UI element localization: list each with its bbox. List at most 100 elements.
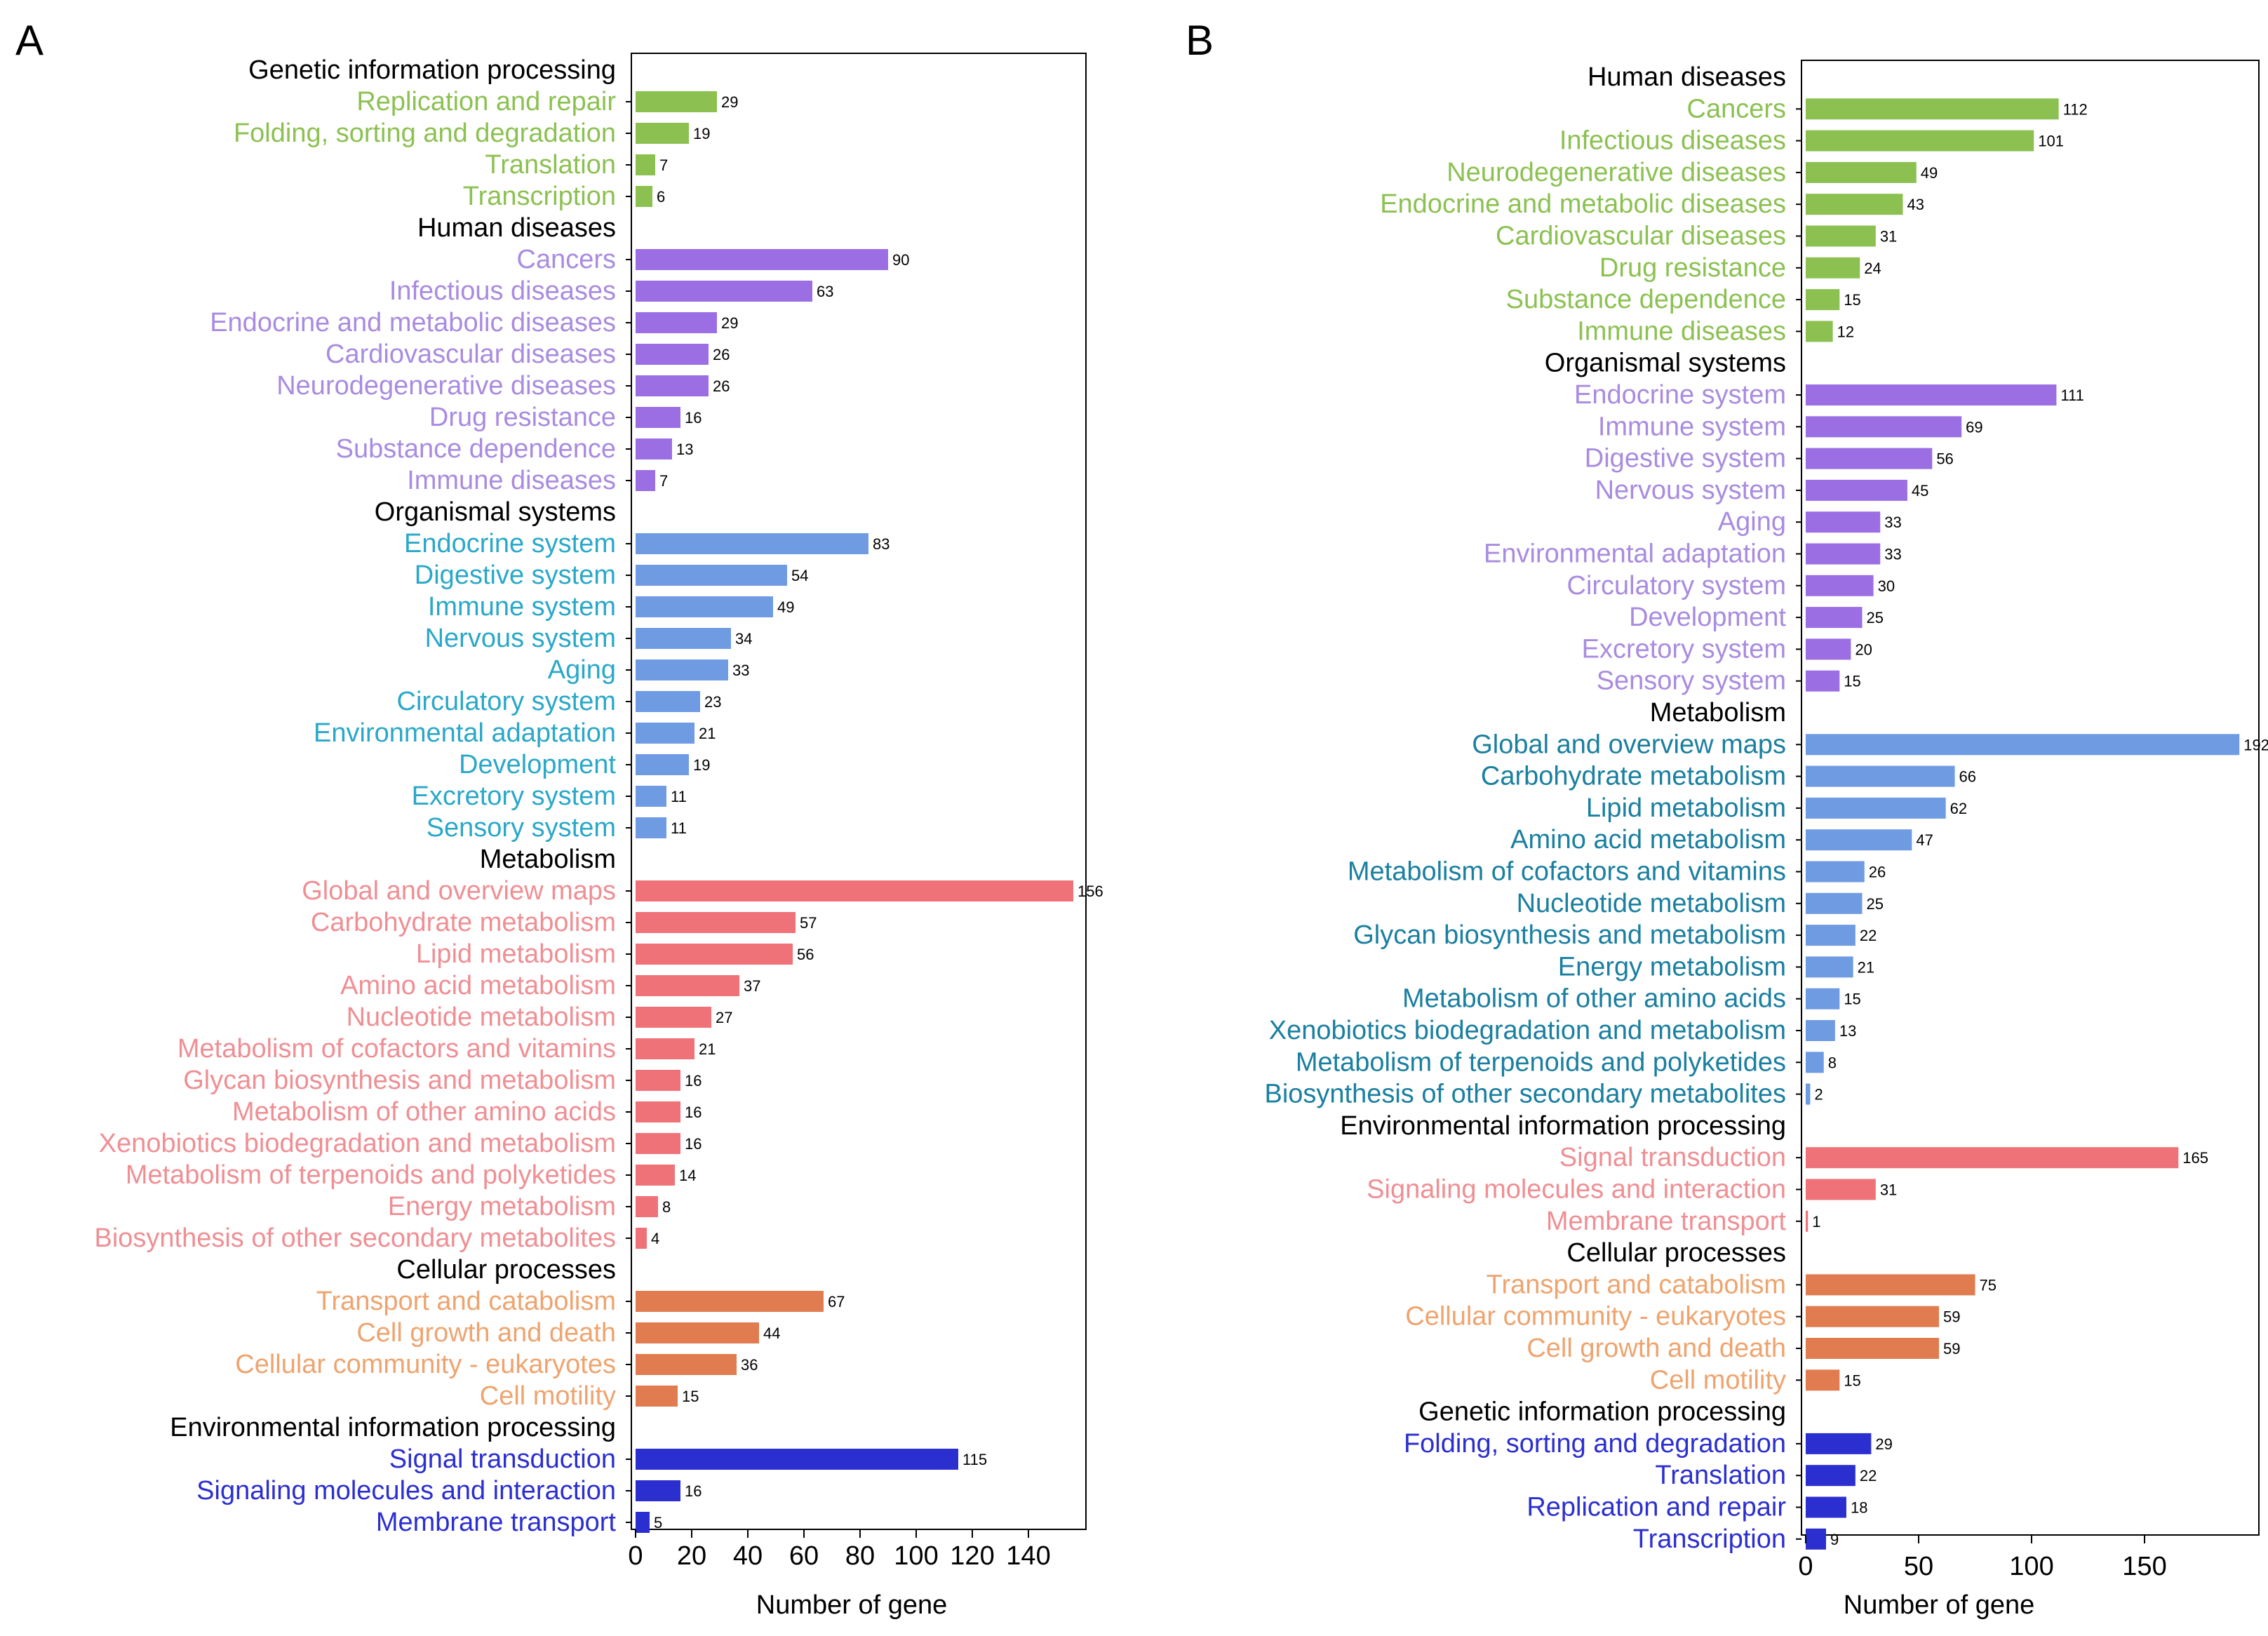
category-label: Aging xyxy=(548,655,616,685)
plot-frame xyxy=(1801,60,2260,1536)
category-label: Cancers xyxy=(1687,94,1787,123)
value-label: 44 xyxy=(763,1325,780,1342)
x-tick-label: 40 xyxy=(733,1541,763,1571)
category-label: Global and overview maps xyxy=(302,876,616,906)
value-label: 15 xyxy=(682,1388,699,1405)
value-label: 47 xyxy=(1916,831,1933,849)
value-label: 8 xyxy=(662,1198,671,1216)
bar xyxy=(636,249,888,270)
value-label: 12 xyxy=(1837,323,1854,340)
category-label: Nervous system xyxy=(1595,476,1786,505)
category-label: Sensory system xyxy=(427,813,616,843)
bar xyxy=(636,1101,680,1122)
group-title: Human diseases xyxy=(1588,62,1786,92)
value-label: 56 xyxy=(797,946,814,963)
bar xyxy=(1806,161,1917,183)
category-label: Drug resistance xyxy=(429,403,616,432)
value-label: 21 xyxy=(699,1040,716,1058)
category-label: Immune system xyxy=(1598,412,1786,441)
category-label: Signaling molecules and interaction xyxy=(196,1476,616,1506)
category-label: Cell motility xyxy=(480,1381,616,1411)
category-label: Replication and repair xyxy=(356,87,616,116)
value-label: 33 xyxy=(732,662,749,679)
bar xyxy=(1806,956,1853,978)
category-label: Signal transduction xyxy=(1559,1143,1786,1172)
value-label: 18 xyxy=(1851,1499,1867,1517)
category-label: Circulatory system xyxy=(397,687,617,716)
group-title: Cellular processes xyxy=(1566,1238,1786,1268)
bar xyxy=(636,817,666,838)
category-label: Infectious diseases xyxy=(1559,126,1786,156)
value-label: 90 xyxy=(892,251,909,269)
bar xyxy=(636,565,787,586)
category-label: Development xyxy=(459,750,616,779)
category-label: Biosynthesis of other secondary metaboli… xyxy=(94,1223,616,1253)
value-label: 20 xyxy=(1855,641,1872,658)
value-label: 66 xyxy=(1959,768,1976,786)
bar xyxy=(636,659,728,680)
bar xyxy=(636,1133,680,1154)
bar xyxy=(1806,829,1912,851)
category-label: Lipid metabolism xyxy=(416,939,616,969)
value-label: 156 xyxy=(1078,883,1103,900)
value-label: 49 xyxy=(777,598,794,616)
category-label: Excretory system xyxy=(412,782,616,811)
value-label: 13 xyxy=(1839,1022,1856,1040)
group-title: Metabolism xyxy=(1650,698,1786,728)
bar xyxy=(636,1228,647,1249)
category-label: Transcription xyxy=(1633,1524,1786,1554)
panel-a: A Genetic information processingReplicati… xyxy=(15,17,1103,1620)
value-label: 15 xyxy=(1844,1372,1860,1389)
bar xyxy=(636,1512,650,1533)
x-tick-label: 80 xyxy=(845,1541,875,1571)
x-tick-label: 100 xyxy=(894,1541,938,1571)
bar xyxy=(1806,765,1955,787)
x-tick-label: 60 xyxy=(789,1541,819,1571)
bar xyxy=(1806,1433,1872,1454)
bar xyxy=(1806,575,1874,596)
category-label: Digestive system xyxy=(415,561,616,590)
bar xyxy=(1806,225,1876,247)
value-label: 21 xyxy=(699,725,716,742)
category-label: Nervous system xyxy=(425,624,616,653)
bar xyxy=(1806,638,1851,660)
value-label: 16 xyxy=(685,1104,702,1121)
value-label: 19 xyxy=(693,756,710,774)
value-label: 19 xyxy=(693,125,710,142)
value-label: 22 xyxy=(1860,927,1877,944)
bar xyxy=(1806,1147,2179,1169)
value-label: 31 xyxy=(1880,1181,1897,1199)
bar xyxy=(1806,1338,1939,1359)
value-label: 33 xyxy=(1884,546,1901,563)
value-label: 165 xyxy=(2182,1149,2208,1167)
category-label: Immune system xyxy=(428,592,616,622)
value-label: 33 xyxy=(1884,514,1901,531)
value-label: 56 xyxy=(1936,450,1953,468)
group-title: Genetic information processing xyxy=(248,55,616,85)
bar xyxy=(1806,1496,1846,1518)
value-label: 15 xyxy=(1844,991,1860,1008)
bar xyxy=(1806,194,1903,215)
category-label: Nucleotide metabolism xyxy=(347,1003,616,1032)
value-label: 69 xyxy=(1966,418,1982,436)
bar xyxy=(636,470,655,491)
group-title: Organismal systems xyxy=(1545,349,1786,378)
category-label: Transport and catabolism xyxy=(316,1287,616,1316)
category-label: Cancers xyxy=(517,245,617,274)
value-label: 5 xyxy=(654,1514,662,1531)
category-label: Carbohydrate metabolism xyxy=(311,908,616,937)
category-label: Environmental adaptation xyxy=(314,718,616,748)
category-label: Metabolism of other amino acids xyxy=(1402,984,1786,1014)
category-label: Glycan biosynthesis and metabolism xyxy=(1353,920,1786,950)
bar xyxy=(1806,130,2034,152)
bar xyxy=(636,596,773,617)
value-label: 15 xyxy=(1844,673,1860,690)
value-label: 16 xyxy=(685,1482,702,1500)
value-label: 75 xyxy=(1980,1276,1997,1294)
bar xyxy=(636,1354,737,1375)
bar xyxy=(636,438,672,460)
bar xyxy=(636,1291,824,1312)
category-label: Lipid metabolism xyxy=(1586,793,1786,823)
value-label: 192 xyxy=(2243,736,2268,753)
